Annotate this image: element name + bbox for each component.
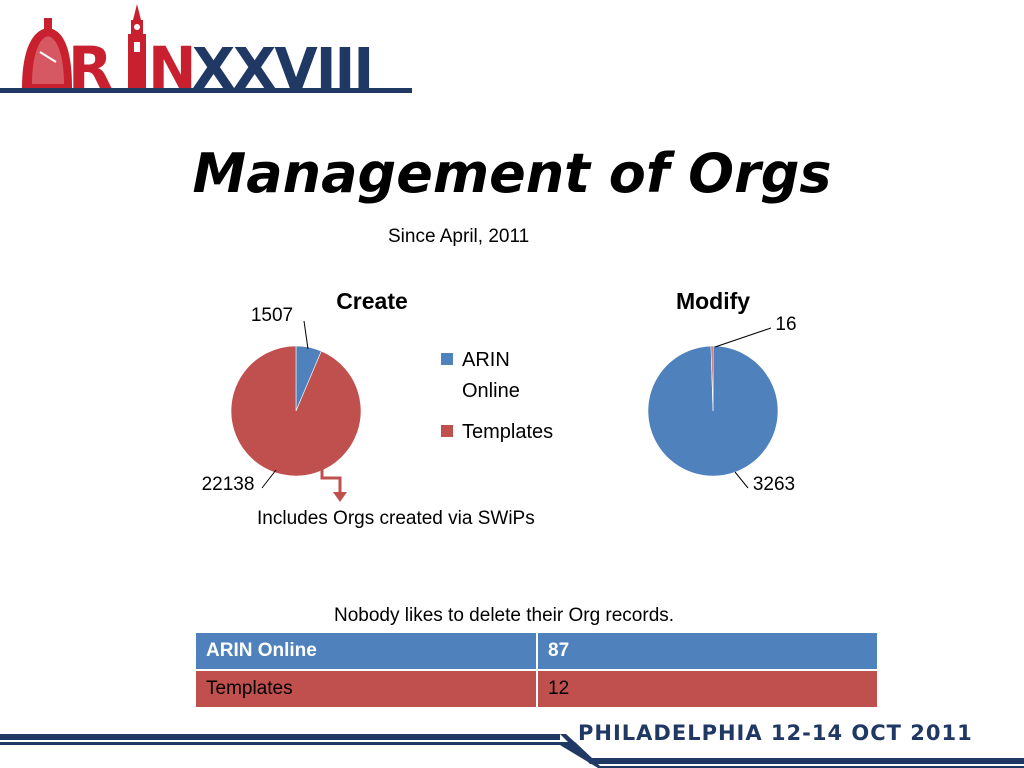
table-cell-value: 87 [537, 632, 878, 670]
legend-label: ARIN [462, 349, 510, 371]
legend-label: Templates [462, 421, 553, 443]
pie-data-label: 22138 [202, 474, 255, 495]
legend-label: Online [462, 380, 520, 402]
legend-swatch [441, 425, 453, 437]
table-cell-value: 12 [537, 670, 878, 708]
callout-arrow-icon [320, 458, 347, 502]
delete-counts-table: ARIN Online 87 Templates 12 [195, 632, 878, 708]
table-cell-label: ARIN Online [195, 632, 537, 670]
table-row: Templates 12 [195, 670, 878, 708]
modify-pie-chart: 3263 16 Modify [647, 288, 797, 495]
pie-chart-title: Modify [676, 288, 750, 314]
legend-swatch [441, 353, 453, 365]
independence-hall-icon [128, 4, 146, 88]
footer-bar [0, 734, 1024, 768]
leader-line [734, 471, 749, 489]
leader-line [714, 327, 772, 348]
create-pie-chart: 1507 22138 Create [202, 288, 408, 495]
pie-data-label: 1507 [251, 305, 293, 326]
chart-legend: ARIN Online Templates [441, 349, 553, 443]
pie-slice [230, 345, 362, 477]
pie-chart-title: Create [336, 288, 408, 314]
slide-subtitle: Since April, 2011 [388, 226, 530, 247]
pie-data-label: 16 [775, 314, 796, 335]
slide-title: Management of Orgs [192, 142, 832, 205]
footer-event-text: PHILADELPHIA 12-14 OCT 2011 [578, 721, 973, 745]
arin-xxviii-logo: R N XXVIII [0, 4, 412, 100]
pie-data-label: 3263 [753, 474, 795, 495]
leader-line [261, 469, 277, 489]
table-cell-label: Templates [195, 670, 537, 708]
table-row: ARIN Online 87 [195, 632, 878, 670]
liberty-bell-icon [22, 18, 72, 88]
pie-slice [710, 345, 714, 412]
delete-note: Nobody likes to delete their Org records… [334, 605, 675, 626]
leader-line [303, 320, 309, 350]
swips-note: Includes Orgs created via SWiPs [257, 508, 535, 529]
